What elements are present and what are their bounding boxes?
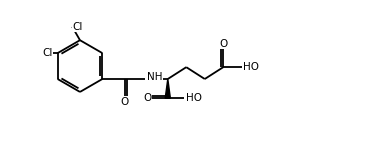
Text: O: O <box>121 97 129 106</box>
Text: HO: HO <box>186 93 201 103</box>
Text: Cl: Cl <box>42 48 53 58</box>
Text: O: O <box>144 93 152 103</box>
Text: HO: HO <box>243 62 259 72</box>
Text: O: O <box>219 39 227 49</box>
Text: Cl: Cl <box>72 22 82 32</box>
Polygon shape <box>165 79 170 98</box>
Text: NH: NH <box>147 72 163 82</box>
